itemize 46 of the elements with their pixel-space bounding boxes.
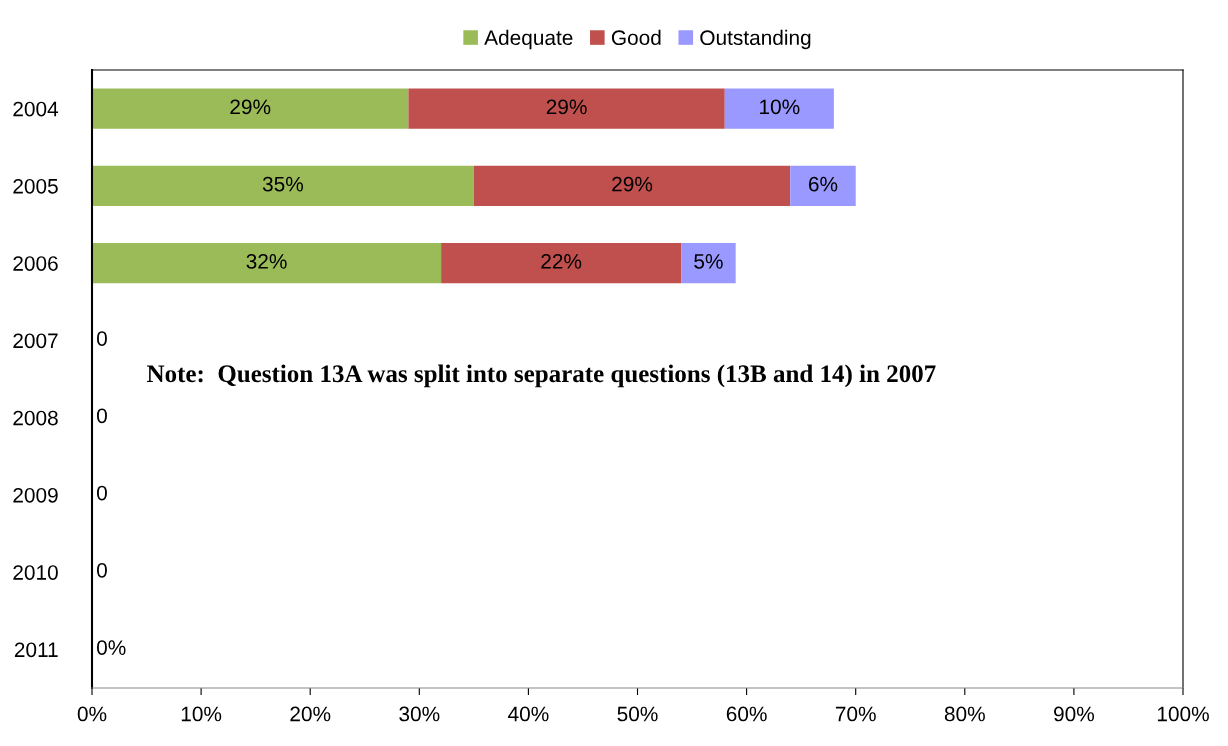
x-tick-label: 20% (290, 706, 331, 722)
y-tick-label: 2004 (13, 101, 59, 117)
x-tick-label: 30% (399, 706, 440, 722)
bar (473, 165, 791, 206)
y-tick-label: 2009 (13, 487, 58, 503)
bar (408, 88, 725, 129)
x-tick-label: 10% (181, 706, 222, 722)
x-tick-label: 40% (508, 706, 549, 722)
x-tick-label: 60% (726, 706, 767, 722)
data-label: 0 (96, 331, 107, 346)
data-label: 29% (612, 176, 653, 192)
data-label: 29% (230, 99, 271, 115)
data-label: 22% (541, 253, 582, 269)
bar (92, 165, 474, 206)
data-label: 29% (546, 99, 587, 115)
annotation: Note: Question 13A was split into separate questions (13B and 14) in 2007 (147, 364, 936, 388)
x-tick-label: 70% (835, 706, 876, 722)
bar (790, 165, 856, 206)
y-tick-label: 2007 (13, 333, 58, 349)
bar (92, 88, 409, 129)
bar (724, 88, 834, 129)
y-tick-label: 2011 (14, 642, 58, 658)
data-label: 0% (96, 640, 126, 655)
x-tick-label: 50% (617, 706, 658, 722)
bar (92, 243, 442, 284)
data-label: 0 (96, 562, 107, 578)
bar (681, 243, 736, 284)
y-tick-label: 2010 (13, 565, 58, 580)
y-tick-label: 2005 (13, 178, 58, 194)
bar (441, 243, 682, 284)
legend-label: Outstanding (700, 29, 811, 50)
x-tick-label: 90% (1054, 706, 1095, 722)
data-label: 10% (760, 99, 800, 115)
data-label: 0 (96, 408, 107, 424)
data-label: 32% (246, 253, 287, 269)
legend-label: Adequate (484, 29, 573, 50)
data-label: 35% (262, 176, 304, 192)
legend-label: Good (611, 29, 661, 46)
x-tick-label: 0% (77, 706, 107, 722)
x-tick-label: 80% (944, 706, 985, 722)
data-label: 5% (694, 254, 723, 269)
data-label: 6% (808, 176, 838, 192)
data-label: 0 (96, 485, 107, 501)
y-tick-label: 2006 (13, 256, 58, 271)
x-tick-label: 100% (1157, 706, 1209, 722)
y-tick-label: 2008 (13, 410, 58, 426)
